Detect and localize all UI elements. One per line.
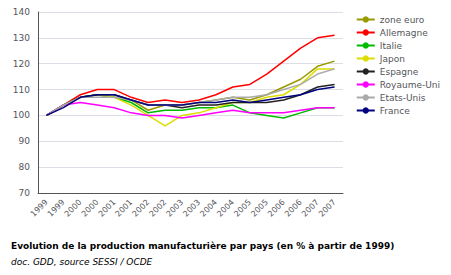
svg-text:Allemagne: Allemagne xyxy=(380,28,428,38)
svg-text:Royaume-Uni: Royaume-Uni xyxy=(380,80,440,90)
svg-text:2000: 2000 xyxy=(80,198,101,219)
svg-text:2007: 2007 xyxy=(317,198,338,219)
svg-text:1999: 1999 xyxy=(46,198,67,219)
svg-text:2002: 2002 xyxy=(148,198,169,219)
svg-text:100: 100 xyxy=(13,110,30,120)
svg-text:110: 110 xyxy=(13,85,30,95)
svg-text:1999: 1999 xyxy=(29,198,50,219)
svg-text:2006: 2006 xyxy=(266,198,287,219)
svg-text:130: 130 xyxy=(13,33,30,43)
svg-text:Japon: Japon xyxy=(379,54,405,64)
svg-text:140: 140 xyxy=(13,7,30,17)
svg-text:80: 80 xyxy=(19,162,31,172)
svg-text:2005: 2005 xyxy=(232,198,253,219)
svg-text:70: 70 xyxy=(19,188,31,198)
svg-text:zone euro: zone euro xyxy=(380,15,425,25)
svg-text:2003: 2003 xyxy=(164,198,185,219)
svg-text:2004: 2004 xyxy=(198,198,219,219)
svg-text:90: 90 xyxy=(19,136,31,146)
svg-text:120: 120 xyxy=(13,59,30,69)
svg-text:France: France xyxy=(380,106,410,116)
svg-text:Italie: Italie xyxy=(380,41,403,51)
svg-text:2007: 2007 xyxy=(300,198,321,219)
svg-text:Espagne: Espagne xyxy=(380,67,419,77)
svg-text:Etats-Unis: Etats-Unis xyxy=(380,93,426,103)
svg-text:2002: 2002 xyxy=(131,198,152,219)
svg-text:Evolution de la production man: Evolution de la production manufacturièr… xyxy=(11,241,394,251)
svg-text:2006: 2006 xyxy=(283,198,304,219)
svg-text:2001: 2001 xyxy=(114,198,135,219)
svg-text:2003: 2003 xyxy=(181,198,202,219)
svg-text:2000: 2000 xyxy=(63,198,84,219)
svg-text:2004: 2004 xyxy=(215,198,236,219)
svg-text:2001: 2001 xyxy=(97,198,118,219)
svg-text:2005: 2005 xyxy=(249,198,270,219)
svg-text:doc. GDD, source SESSI / OCDE: doc. GDD, source SESSI / OCDE xyxy=(11,257,153,267)
